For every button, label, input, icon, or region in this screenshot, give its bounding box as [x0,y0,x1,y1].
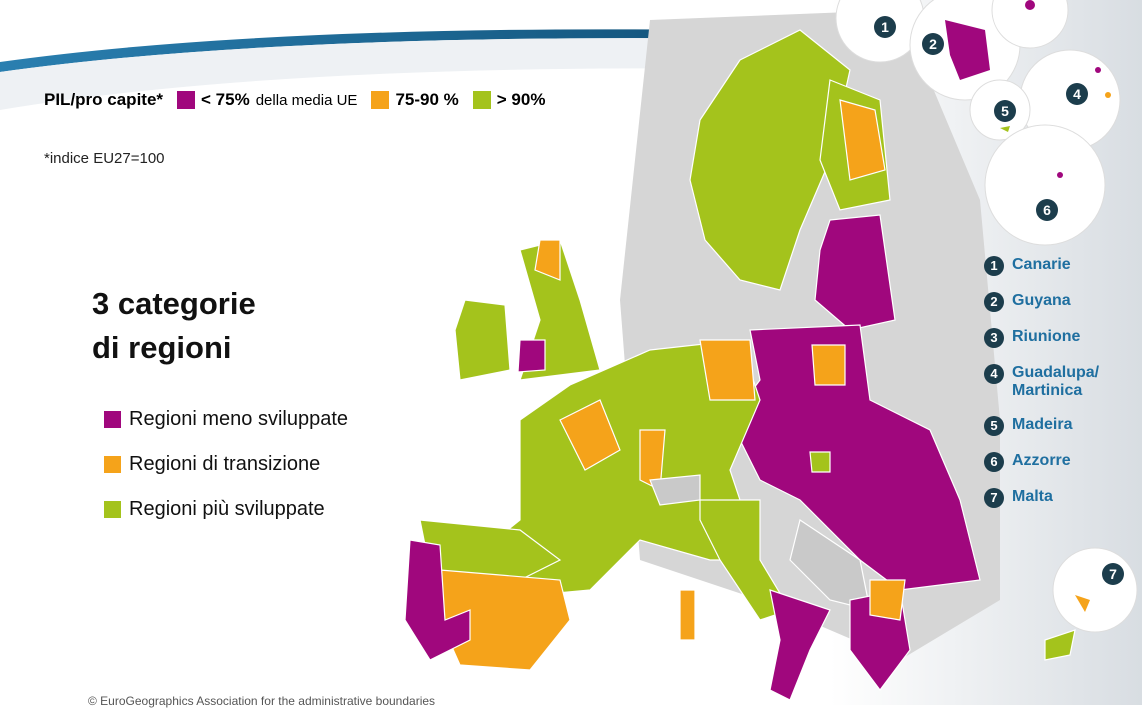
page: {"legend": {"label": "PIL/pro capite*", … [0,0,1142,705]
region-ireland [455,300,510,380]
region-name-line: Guyana [1012,292,1071,310]
inset-number: 4 [1066,83,1088,105]
region-item: 1 Canarie [984,256,1099,276]
region-list: 1 Canarie 2 Guyana 3 Riunione 4 Guadalupa/Marti… [984,256,1099,524]
inset-number: 5 [994,100,1016,122]
region-east-germany [700,340,755,400]
region-number: 4 [984,364,1004,384]
region-name-line: Martinica [1012,382,1099,400]
category: Regioni più sviluppate [104,487,348,532]
heading-line: 3 categorie [92,282,256,326]
region-number: 5 [984,416,1004,436]
region-item: 3 Riunione [984,328,1099,348]
region-item: 6 Azzorre [984,452,1099,472]
footnote: *indice EU27=100 [44,150,165,167]
region-name-line: Riunione [1012,328,1080,346]
region-wales [518,340,545,372]
category: Regioni meno sviluppate [104,397,348,442]
legend-item: > 90% [497,90,546,110]
category-label: Regioni di transizione [129,453,320,476]
region-item: 5 Madeira [984,416,1099,436]
category-swatch [104,411,121,428]
region-name-line: Malta [1012,488,1053,506]
legend-item: 75-90 % [395,90,458,110]
legend-swatch [177,91,195,109]
region-name: Canarie [1012,256,1071,274]
region-bratislava [810,452,830,472]
legend-label: PIL/pro capite* [44,90,163,110]
region-number: 6 [984,452,1004,472]
heading-line: di regioni [92,326,256,370]
category-label: Regioni più sviluppate [129,498,325,521]
region-number: 2 [984,292,1004,312]
category-swatch [104,456,121,473]
legend-swatch [473,91,491,109]
region-name: Azzorre [1012,452,1071,470]
region-greece-north [870,580,905,620]
region-name: Malta [1012,488,1053,506]
region-warsaw [812,345,845,385]
region-sardinia [680,590,695,640]
region-item: 4 Guadalupa/Martinica [984,364,1099,400]
region-name: Madeira [1012,416,1072,434]
legend-swatch [371,91,389,109]
category-label: Regioni meno sviluppate [129,408,348,431]
category-swatch [104,501,121,518]
legend-item: < 75% [201,90,250,110]
inset-number: 6 [1036,199,1058,221]
region-number: 7 [984,488,1004,508]
region-name-line: Guadalupa/ [1012,364,1099,382]
region-name-line: Canarie [1012,256,1071,274]
region-item: 7 Malta [984,488,1099,508]
region-number: 3 [984,328,1004,348]
region-name-line: Azzorre [1012,452,1071,470]
region-italy-south [770,590,830,700]
region-number: 1 [984,256,1004,276]
heading: 3 categorie di regioni [92,282,256,370]
region-name-line: Madeira [1012,416,1072,434]
region-name: Guyana [1012,292,1071,310]
region-item: 2 Guyana [984,292,1099,312]
legend-note: della media UE [256,92,358,109]
category: Regioni di transizione [104,442,348,487]
legend: PIL/pro capite* < 75% della media UE 75-… [44,90,545,110]
category-list: Regioni meno sviluppate Regioni di trans… [104,397,348,532]
region-name: Riunione [1012,328,1080,346]
inset-number: 1 [874,16,896,38]
footer: © EuroGeographics Association for the ad… [88,694,435,708]
inset-number: 7 [1102,563,1124,585]
inset-number: 2 [922,33,944,55]
region-name: Guadalupa/Martinica [1012,364,1099,400]
